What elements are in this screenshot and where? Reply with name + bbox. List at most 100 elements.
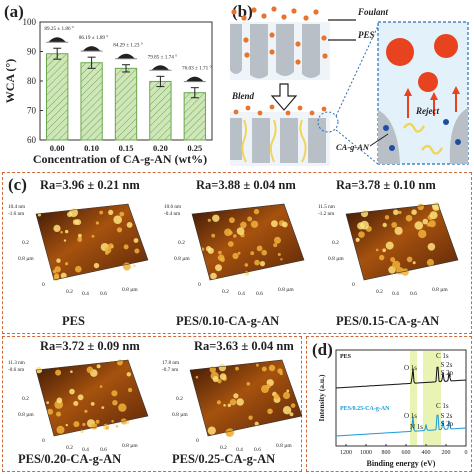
ra-value: Ra=3.72 ± 0.09 nm <box>40 339 140 353</box>
afm-feature <box>122 262 131 271</box>
wca-bar-chart: 60 70 80 90 100 WCA (°) 89.25 ± 1.86 ° 0.00 86.1… <box>3 17 213 166</box>
afm-axis-tick: 0.6 <box>100 291 107 297</box>
droplet-icon <box>117 53 135 59</box>
afm-feature <box>75 265 82 273</box>
afm-axis-tick: 0.8 µm <box>328 256 344 262</box>
afm-feature <box>54 266 61 273</box>
afm-feature <box>63 239 67 242</box>
afm-feature <box>67 211 73 217</box>
afm-feature <box>56 425 65 434</box>
zoom-line-top <box>335 25 379 117</box>
afm-feature <box>227 241 234 247</box>
afm-feature <box>56 397 63 404</box>
afm-axis-tick: 0.2 <box>22 396 29 402</box>
afm-axis-tick: 0.6 <box>256 291 263 297</box>
pes-membrane <box>230 22 330 80</box>
afm-feature <box>91 423 98 430</box>
afm-outline <box>191 203 305 281</box>
afm-axis-tick: 0.2 <box>178 240 185 246</box>
afm-feature <box>77 394 84 401</box>
afm-feature <box>209 366 216 373</box>
ra-value: Ra=3.78 ± 0.10 nm <box>336 178 436 192</box>
afm-axis-tick: 0.2 <box>66 445 73 451</box>
afm-feature <box>259 261 266 267</box>
afm-feature <box>401 268 409 276</box>
foulant-dots-bottom <box>233 104 327 116</box>
afm-feature <box>357 238 360 241</box>
afm-feature <box>73 421 80 428</box>
afm-feature <box>56 258 61 263</box>
z-scale-bottom: -1.6 nm <box>8 211 24 217</box>
y-axis-label: Intensity (a.u.) <box>317 374 326 421</box>
afm-feature <box>256 245 263 252</box>
afm-feature <box>427 243 436 251</box>
afm-axis-tick: 0.8 µm <box>122 443 138 449</box>
peak-label: O 1s <box>404 364 417 372</box>
z-scale-top: 11.5 nm <box>318 204 335 210</box>
afm-feature <box>215 264 222 272</box>
z-scale-bottom: -0.4 nm <box>164 211 180 217</box>
afm-feature <box>229 217 235 224</box>
peak-label: C 1s <box>436 402 449 410</box>
afm-axis-tick: 0.8 µm <box>278 287 294 293</box>
afm-feature <box>65 262 69 266</box>
x-tick-label: 200 <box>442 450 451 456</box>
foulant-label: Foulant <box>357 7 389 17</box>
afm-feature <box>254 421 259 426</box>
afm-feature <box>392 260 401 269</box>
afm-feature <box>379 254 385 261</box>
afm-feature <box>99 385 103 388</box>
afm-surface-image: 10.6 nm-0.4 nm 0.2 0.4 0.6 0.8 µm 0 0.2 0.8 µm <box>164 203 305 297</box>
afm-feature <box>398 210 402 215</box>
cagan-arrow <box>369 133 389 147</box>
afm-axis-tick: 0.8 µm <box>172 412 188 418</box>
afm-feature <box>254 259 260 266</box>
afm-axis-tick: 0.8 µm <box>122 287 138 293</box>
droplet-icon <box>48 37 67 43</box>
afm-feature <box>225 430 232 437</box>
afm-feature <box>223 404 226 407</box>
afm-feature <box>282 391 291 400</box>
reject-inset <box>377 21 469 165</box>
afm-feature <box>256 363 259 367</box>
afm-feature <box>134 248 140 254</box>
afm-feature <box>273 243 278 248</box>
droplet-icon <box>151 65 170 71</box>
afm-feature <box>240 221 247 229</box>
wca-annotation: 76.03 ± 1.71 ° <box>182 65 212 72</box>
afm-feature <box>93 262 100 269</box>
afm-feature <box>385 241 394 250</box>
afm-feature <box>236 227 245 235</box>
afm-feature <box>70 370 73 373</box>
afm-feature <box>218 363 227 372</box>
afm-caption: PES/0.10-CA-g-AN <box>176 314 280 328</box>
afm-feature <box>84 409 88 413</box>
peak-label: O 1s <box>404 412 417 420</box>
afm-feature <box>289 412 294 417</box>
afm-feature <box>382 248 386 252</box>
wca-annotation: 84.29 ± 1.23 ° <box>113 42 143 49</box>
afm-feature <box>53 224 61 232</box>
afm-axis-tick: 0 <box>198 282 201 288</box>
afm-feature <box>82 422 86 427</box>
afm-axis-tick: 0.2 <box>220 445 227 451</box>
afm-feature <box>247 216 253 222</box>
x-tick-label: 1200 <box>340 450 352 456</box>
xps-series-line <box>335 414 467 437</box>
afm-feature <box>261 366 267 372</box>
afm-feature <box>237 251 241 255</box>
afm-feature <box>358 231 365 238</box>
x-tick-label: 0.20 <box>153 143 168 153</box>
z-scale-top: 10.4 nm <box>8 204 25 210</box>
droplet-icon <box>185 76 204 82</box>
afm-feature <box>69 388 75 395</box>
bar <box>149 80 172 141</box>
afm-feature <box>233 393 239 399</box>
afm-feature <box>246 382 251 386</box>
afm-feature <box>95 419 100 424</box>
ra-value: Ra=3.88 ± 0.04 nm <box>196 178 296 192</box>
afm-feature <box>78 233 82 238</box>
afm-feature <box>65 423 68 427</box>
y-axis-label: WCA (°) <box>3 59 17 103</box>
afm-axis-tick: 0.2 <box>66 289 73 295</box>
